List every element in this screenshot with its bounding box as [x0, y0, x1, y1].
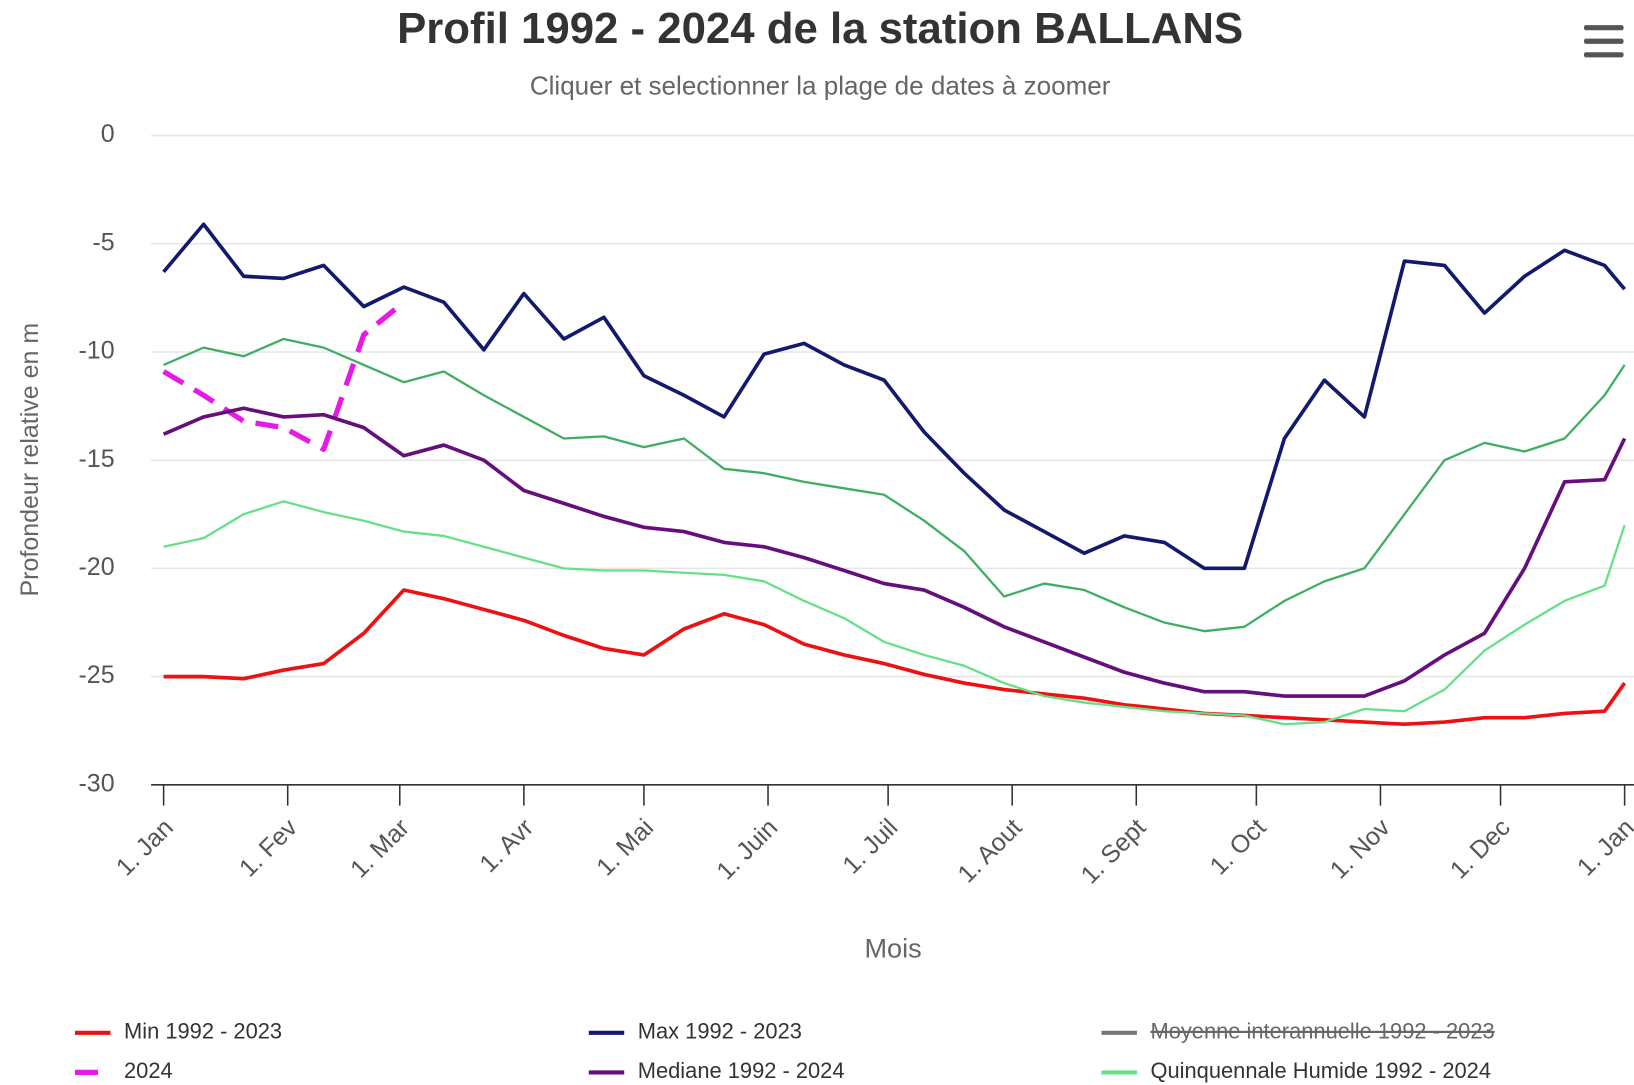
x-axis-title: Mois [864, 933, 921, 964]
legend-label: Max 1992 - 2023 [638, 1019, 802, 1044]
series-line [163, 588, 1627, 727]
x-tick-label: 1. Fev [234, 813, 303, 882]
x-tick-label: 1. Mai [591, 814, 659, 882]
x-tick-label: 1. Sept [1076, 813, 1152, 889]
chart-title: Profil 1992 - 2024 de la station BALLANS [397, 4, 1243, 53]
y-tick-label: 0 [101, 120, 115, 148]
legend-item[interactable]: Quinquennale Humide 1992 - 2024 [1101, 1058, 1491, 1083]
series-line [163, 337, 1626, 633]
legend-label: Quinquennale Humide 1992 - 2024 [1150, 1058, 1491, 1083]
x-tick-label: 1. Aout [953, 813, 1028, 888]
x-tick-label: 1. Oct [1205, 813, 1272, 880]
x-tick-label: 1. Juil [837, 814, 903, 880]
x-tick-label: 1. Dec [1445, 814, 1516, 885]
menu-button[interactable] [1583, 25, 1624, 58]
legend-item[interactable]: Min 1992 - 2023 [75, 1019, 282, 1044]
y-axis-title: Profondeur relative en m [16, 323, 44, 597]
y-tick-label: -5 [92, 228, 114, 256]
legend-item[interactable]: Max 1992 - 2023 [588, 1019, 802, 1044]
legend-item[interactable]: Mediane 1992 - 2024 [588, 1058, 845, 1083]
x-tick-label: 1. Avr [474, 814, 539, 879]
y-tick-label: -20 [78, 553, 114, 581]
chart-subtitle: Cliquer et selectionner la plage de date… [530, 71, 1111, 101]
legend-label: Min 1992 - 2023 [124, 1019, 282, 1044]
series-line [162, 406, 1627, 698]
x-tick-label: 1. Mar [345, 814, 415, 884]
x-tick-label: 1. Jan [1572, 814, 1634, 882]
x-tick-label: 1. Juin [711, 814, 783, 886]
x-tick-label: 1. Jan [111, 814, 179, 882]
series-line [162, 222, 1627, 571]
menu-bar [1583, 38, 1624, 44]
series-line [162, 300, 406, 452]
series-line [163, 500, 1626, 726]
legend-label: Mediane 1992 - 2024 [638, 1058, 845, 1083]
y-tick-label: -15 [78, 445, 114, 473]
menu-bar [1583, 52, 1624, 58]
legend-item[interactable]: Moyenne interannuelle 1992 - 2023 [1101, 1019, 1495, 1044]
y-tick-label: -10 [78, 337, 114, 365]
legend-item[interactable]: 2024 [75, 1058, 173, 1083]
menu-bar [1583, 25, 1624, 31]
legend-label: Moyenne interannuelle 1992 - 2023 [1150, 1019, 1494, 1044]
x-tick-label: 1. Nov [1325, 813, 1396, 884]
y-tick-label: -25 [78, 661, 114, 689]
y-tick-label: -30 [78, 769, 114, 797]
legend-label: 2024 [124, 1058, 173, 1083]
